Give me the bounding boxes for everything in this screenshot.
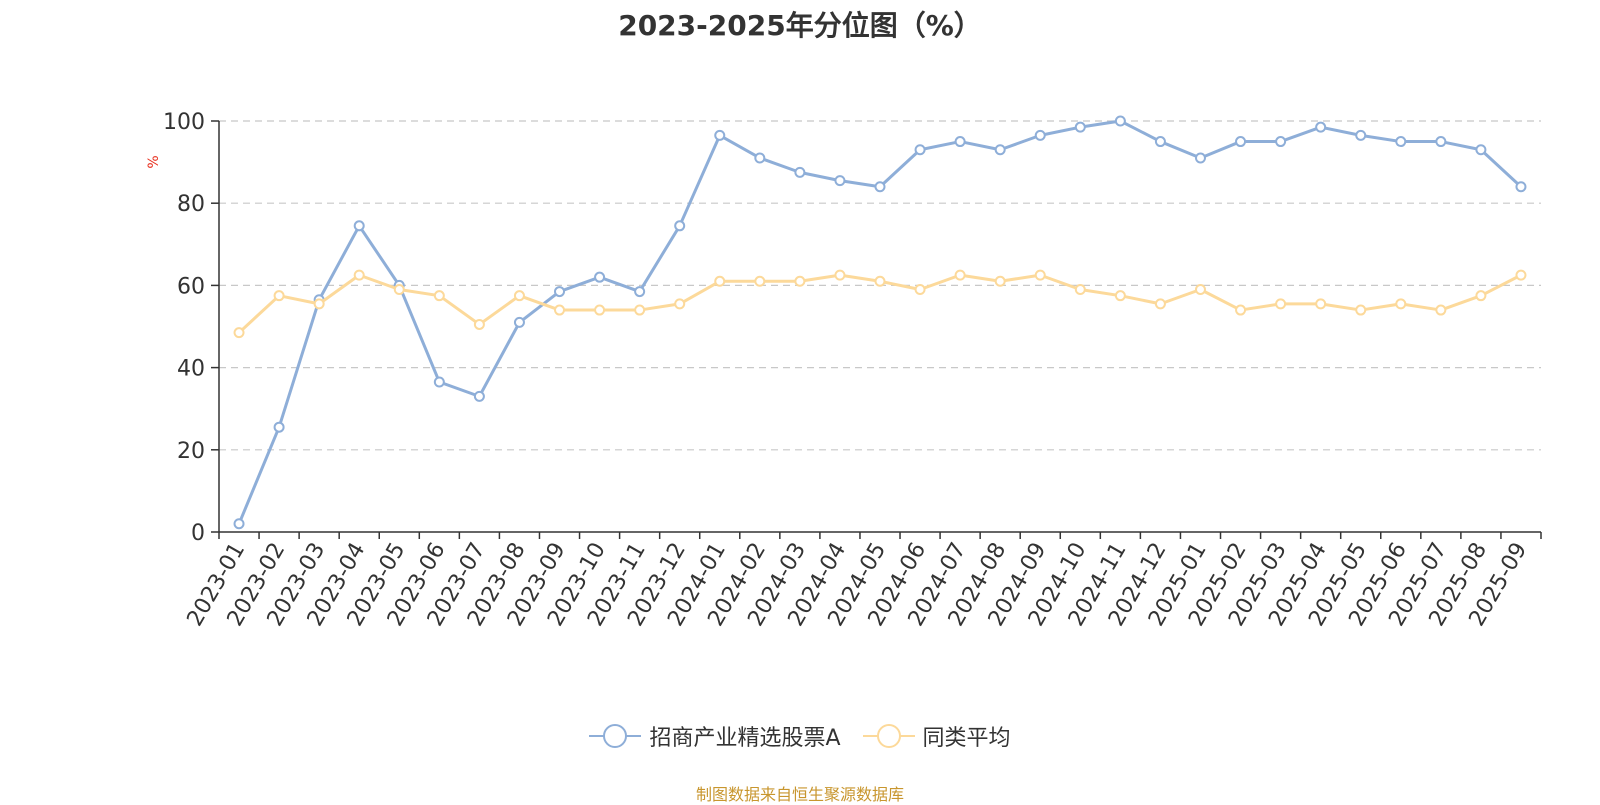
legend-item-series-1[interactable]: 招商产业精选股票A xyxy=(589,720,841,752)
series-1-point xyxy=(954,136,966,148)
series-2-point xyxy=(1435,304,1447,316)
series-1-point xyxy=(1074,121,1086,133)
series-1-point xyxy=(994,144,1006,156)
series-1-point xyxy=(1194,152,1206,164)
series-1-point xyxy=(914,144,926,156)
series-2-point xyxy=(714,275,726,287)
series-1-point xyxy=(754,152,766,164)
legend-item-series-2[interactable]: 同类平均 xyxy=(862,720,1011,752)
grid-lines xyxy=(219,120,1541,451)
series-2-point xyxy=(834,269,846,281)
series-2-point xyxy=(994,275,1006,287)
series-1-point xyxy=(634,286,646,298)
series-1-point xyxy=(794,166,806,178)
series-2-point xyxy=(914,284,926,296)
series-2-point xyxy=(233,327,245,339)
series-1-point xyxy=(1515,181,1527,193)
series-1-point xyxy=(874,181,886,193)
series-2-point xyxy=(1475,290,1487,302)
legend: 招商产业精选股票A 同类平均 xyxy=(0,720,1600,752)
series-1-point xyxy=(1475,144,1487,156)
series-2-point xyxy=(273,290,285,302)
series-layer xyxy=(233,115,1527,530)
series-1-point xyxy=(1435,136,1447,148)
series-1-point xyxy=(513,316,525,328)
y-tick-label: 60 xyxy=(177,274,205,299)
series-1-point xyxy=(473,390,485,402)
series-2-point xyxy=(794,275,806,287)
series-2-point xyxy=(1315,298,1327,310)
series-2-point xyxy=(473,318,485,330)
series-1-point xyxy=(1235,136,1247,148)
series-2-point xyxy=(1235,304,1247,316)
chart-title: 2023-2025年分位图（%） xyxy=(618,9,982,42)
series-1-point xyxy=(1154,136,1166,148)
series-1-point xyxy=(714,129,726,141)
series-2-point xyxy=(1395,298,1407,310)
legend-swatch-circle-icon xyxy=(589,724,642,748)
series-1-point xyxy=(594,271,606,283)
y-axis-unit-label: % xyxy=(146,155,162,168)
axes: 0204060801002023-012023-022023-032023-04… xyxy=(163,110,1542,631)
series-1-point xyxy=(554,286,566,298)
series-2-point xyxy=(754,275,766,287)
series-2-point xyxy=(634,304,646,316)
series-2-point xyxy=(353,269,365,281)
series-2-point xyxy=(1194,284,1206,296)
series-1-point xyxy=(433,376,445,388)
y-tick-label: 80 xyxy=(177,192,205,217)
series-1-point xyxy=(1395,136,1407,148)
series-2-point xyxy=(674,298,686,310)
y-tick-label: 100 xyxy=(163,110,205,135)
series-1-point xyxy=(674,220,686,232)
series-2-point xyxy=(554,304,566,316)
series-1-point xyxy=(1315,121,1327,133)
y-tick-label: 20 xyxy=(177,439,205,464)
series-2-point xyxy=(1275,298,1287,310)
series-2-point xyxy=(954,269,966,281)
series-2-point xyxy=(1515,269,1527,281)
y-tick-label: 40 xyxy=(177,357,205,382)
series-2-point xyxy=(594,304,606,316)
source-note: 制图数据来自恒生聚源数据库 xyxy=(695,785,904,804)
series-2-point xyxy=(1154,298,1166,310)
series-2-point xyxy=(393,284,405,296)
series-2-point xyxy=(1034,269,1046,281)
series-1-point xyxy=(233,518,245,530)
y-tick-label: 0 xyxy=(191,521,205,546)
legend-label-series-1: 招商产业精选股票A xyxy=(649,726,841,751)
series-1-point xyxy=(1114,115,1126,127)
series-1-point xyxy=(1275,136,1287,148)
series-1-point xyxy=(834,175,846,187)
series-1-point xyxy=(1355,129,1367,141)
series-1-point xyxy=(353,220,365,232)
legend-swatch-circle-icon xyxy=(862,724,915,748)
series-2-point xyxy=(433,290,445,302)
series-1-point xyxy=(273,421,285,433)
series-1-point xyxy=(1034,129,1046,141)
series-2-point xyxy=(513,290,525,302)
series-2-point xyxy=(313,298,325,310)
series-2-point xyxy=(1355,304,1367,316)
series-2-point xyxy=(1074,284,1086,296)
series-2-point xyxy=(874,275,886,287)
series-2-point xyxy=(1114,290,1126,302)
legend-label-series-2: 同类平均 xyxy=(922,726,1011,751)
